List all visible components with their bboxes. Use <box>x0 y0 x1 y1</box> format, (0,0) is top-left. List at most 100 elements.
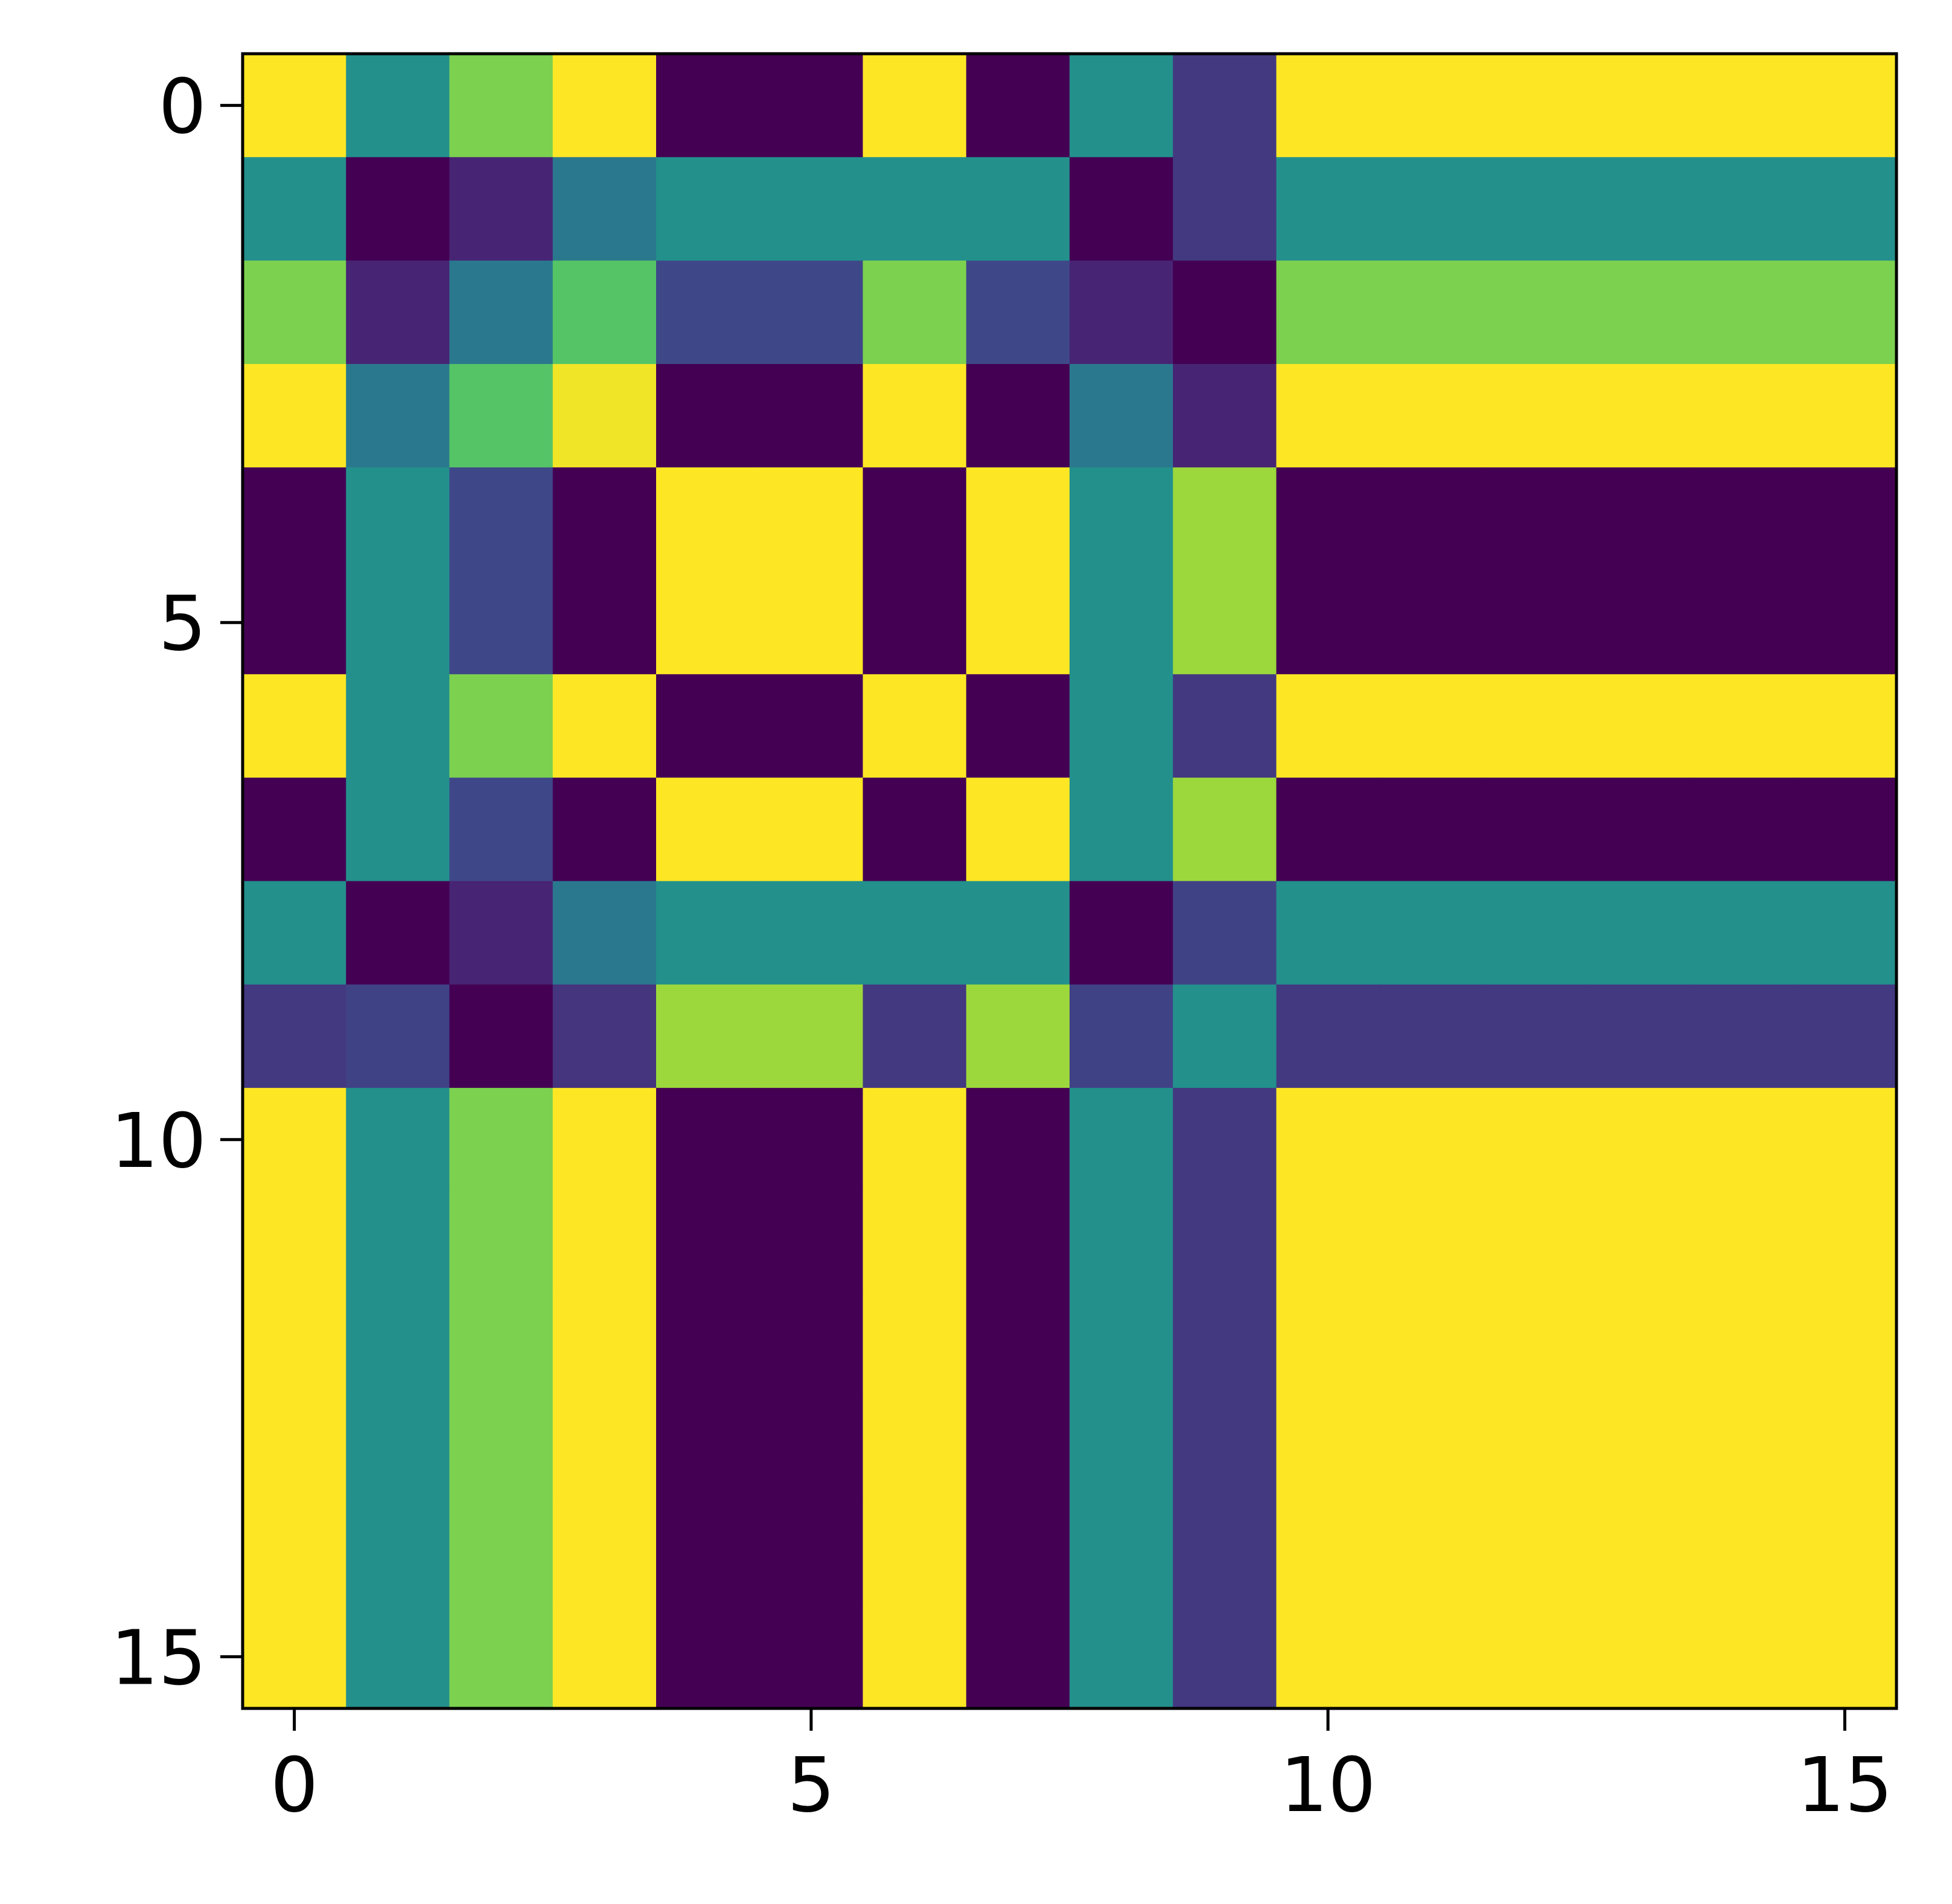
heatmap-cell <box>1793 1088 1897 1192</box>
x-tick-label: 10 <box>1280 1742 1376 1829</box>
y-tick-label: 15 <box>110 1614 206 1702</box>
heatmap-cell <box>656 1605 760 1709</box>
heatmap-cell <box>759 778 863 881</box>
heatmap-cell <box>1689 157 1794 261</box>
x-tick-label: 5 <box>787 1742 835 1829</box>
heatmap-cell <box>552 363 657 468</box>
heatmap-cell <box>863 1191 967 1295</box>
heatmap-cell <box>1793 674 1897 778</box>
heatmap-cell <box>966 157 1070 261</box>
x-tick-label: 15 <box>1797 1742 1893 1829</box>
heatmap-cell <box>1689 1501 1794 1606</box>
heatmap-cell <box>1173 54 1277 158</box>
heatmap-cell <box>243 260 346 365</box>
heatmap-cell <box>346 157 450 261</box>
heatmap-cell <box>1379 1191 1484 1295</box>
heatmap-cell <box>346 1294 450 1399</box>
heatmap-cell <box>1689 1605 1794 1709</box>
heatmap-cell <box>1276 1088 1380 1192</box>
heatmap-cell <box>243 778 346 881</box>
heatmap-cell <box>552 1191 657 1295</box>
heatmap-cell <box>1070 1605 1173 1709</box>
heatmap-cell <box>552 1605 657 1709</box>
heatmap-cell <box>1173 157 1277 261</box>
y-tick-label: 5 <box>158 580 206 668</box>
heatmap-cell <box>1379 1501 1484 1606</box>
heatmap-cell <box>966 674 1070 778</box>
heatmap-cell <box>449 1191 553 1295</box>
heatmap-cell <box>552 260 657 365</box>
heatmap-cell <box>346 570 450 675</box>
heatmap-cell <box>759 674 863 778</box>
heatmap-cell <box>1689 54 1794 158</box>
heatmap-cell <box>1483 570 1587 675</box>
heatmap-cell <box>1070 363 1173 468</box>
heatmap-cell <box>243 1088 346 1192</box>
heatmap-cell <box>1276 674 1380 778</box>
heatmap-cell <box>449 881 553 985</box>
heatmap-cell <box>552 984 657 1088</box>
heatmap-cell <box>1379 157 1484 261</box>
heatmap-cell <box>1379 1605 1484 1709</box>
heatmap-cell <box>656 1501 760 1606</box>
heatmap-cell <box>243 467 346 572</box>
heatmap-cell <box>552 674 657 778</box>
heatmap-cell <box>449 984 553 1088</box>
heatmap-cell <box>1379 881 1484 985</box>
heatmap-cell <box>449 467 553 572</box>
heatmap-cell <box>1379 363 1484 468</box>
heatmap-cell <box>243 363 346 468</box>
heatmap-cell <box>243 157 346 261</box>
heatmap-cell <box>1276 1605 1380 1709</box>
heatmap-cell <box>1793 570 1897 675</box>
heatmap-cell <box>1070 260 1173 365</box>
heatmap-cell <box>656 54 760 158</box>
heatmap-cell <box>552 467 657 572</box>
heatmap-cell <box>759 1398 863 1502</box>
heatmap-cell <box>1586 1501 1690 1606</box>
heatmap-cell <box>863 467 967 572</box>
heatmap-cell <box>1379 54 1484 158</box>
heatmap-cell <box>1070 984 1173 1088</box>
heatmap-cell <box>346 54 450 158</box>
heatmap-cell <box>759 1191 863 1295</box>
heatmap-cell <box>1689 1191 1794 1295</box>
heatmap-cell <box>1379 570 1484 675</box>
heatmap-cell <box>966 984 1070 1088</box>
heatmap-cell <box>552 570 657 675</box>
heatmap-cell <box>759 54 863 158</box>
heatmap-cell <box>1276 54 1380 158</box>
heatmap-cell <box>966 778 1070 881</box>
heatmap-cell <box>863 778 967 881</box>
y-tick-label: 10 <box>110 1097 206 1185</box>
heatmap-cell <box>966 1605 1070 1709</box>
heatmap-cell <box>552 778 657 881</box>
heatmap-cell <box>759 363 863 468</box>
heatmap-cell <box>966 54 1070 158</box>
heatmap-cell <box>1173 363 1277 468</box>
heatmap-cell <box>656 157 760 261</box>
heatmap-cell <box>1070 1398 1173 1502</box>
heatmap-cell <box>1173 260 1277 365</box>
heatmap-cell <box>1173 1191 1277 1295</box>
heatmap-cell <box>863 1501 967 1606</box>
heatmap-cell <box>966 1294 1070 1399</box>
heatmap-cell <box>966 467 1070 572</box>
heatmap-cell <box>1070 1191 1173 1295</box>
heatmap-cell <box>656 1398 760 1502</box>
heatmap-cell <box>1070 778 1173 881</box>
heatmap-cell <box>1793 1605 1897 1709</box>
heatmap-cell <box>449 157 553 261</box>
heatmap-cell <box>346 778 450 881</box>
heatmap-cell <box>759 570 863 675</box>
heatmap-cell <box>1689 1398 1794 1502</box>
heatmap-cell <box>346 1191 450 1295</box>
heatmap-cell <box>1173 674 1277 778</box>
heatmap-cell <box>1483 1605 1587 1709</box>
heatmap-cell <box>449 54 553 158</box>
heatmap-cell <box>1793 157 1897 261</box>
heatmap-cell <box>1276 1398 1380 1502</box>
heatmap-cell <box>1276 1294 1380 1399</box>
heatmap-cell <box>1586 778 1690 881</box>
heatmap-cell <box>863 363 967 468</box>
